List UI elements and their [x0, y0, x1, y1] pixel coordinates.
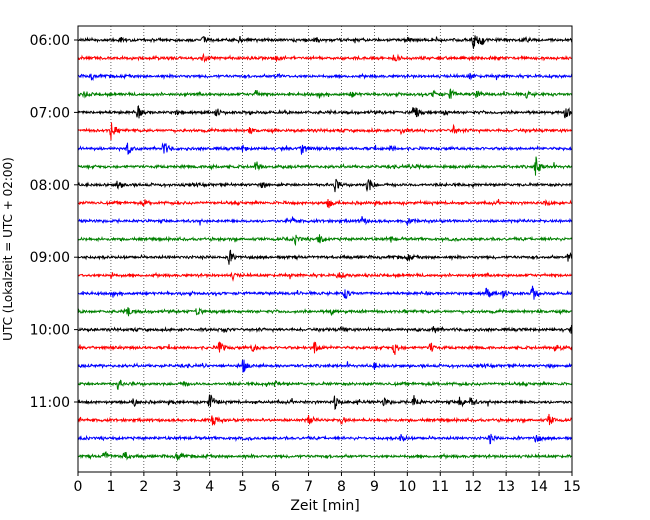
x-tick-label-2: 2: [139, 479, 148, 495]
y-axis: 06:00 07:00 08:00 09:00 10:00 11:00: [30, 33, 78, 411]
y-axis-label: UTC (Lokalzeit = UTC + 02:00): [1, 157, 15, 341]
trace-row-17: [77, 340, 573, 356]
y-tick-label-3: 09:00: [30, 250, 70, 266]
trace-row-5: [77, 122, 573, 141]
x-tick-label-15: 15: [563, 479, 581, 495]
trace-row-22: [77, 433, 573, 445]
trace-row-15: [77, 307, 573, 317]
x-tick-label-10: 10: [398, 479, 416, 495]
x-tick-label-7: 7: [304, 479, 313, 495]
trace-row-11: [77, 234, 573, 247]
trace-row-13: [77, 271, 573, 282]
y-tick-label-5: 11:00: [30, 395, 70, 411]
trace-row-7: [77, 156, 573, 176]
x-tick-label-8: 8: [337, 479, 346, 495]
x-axis: 0 1 2 3 4 5 6 7 8 9 10 11 12 13 14 15: [74, 472, 581, 495]
trace-row-23: [77, 451, 573, 461]
trace-row-9: [77, 198, 573, 209]
plot-background: [78, 26, 572, 472]
trace-row-0: [77, 35, 573, 49]
plot-frame: [77, 25, 573, 473]
x-tick-label-5: 5: [238, 479, 247, 495]
y-tick-label-2: 08:00: [30, 178, 70, 194]
x-tick-label-1: 1: [106, 479, 115, 495]
trace-row-6: [77, 142, 573, 155]
x-tick-label-3: 3: [172, 479, 181, 495]
y-tick-label-0: 06:00: [30, 33, 70, 49]
trace-row-1: [77, 52, 573, 64]
x-tick-label-6: 6: [271, 479, 280, 495]
trace-row-3: [77, 88, 573, 99]
traces-layer: [77, 35, 573, 461]
trace-row-14: [77, 285, 573, 300]
x-tick-label-4: 4: [205, 479, 214, 495]
x-tick-label-9: 9: [370, 479, 379, 495]
trace-row-12: [77, 249, 573, 265]
trace-row-20: [77, 394, 573, 411]
y-tick-label-4: 10:00: [30, 323, 70, 339]
x-tick-label-13: 13: [497, 479, 515, 495]
trace-row-2: [77, 72, 573, 82]
x-tick-label-0: 0: [74, 479, 83, 495]
vertical-gridlines: [110, 26, 540, 472]
trace-row-16: [77, 324, 573, 334]
x-tick-label-14: 14: [530, 479, 548, 495]
trace-row-21: [77, 413, 573, 426]
trace-row-4: [77, 105, 573, 119]
y-tick-label-1: 07:00: [30, 105, 70, 121]
x-tick-label-11: 11: [431, 479, 449, 495]
x-axis-label: Zeit [min]: [290, 498, 359, 514]
trace-row-10: [77, 215, 573, 227]
trace-row-18: [77, 359, 573, 373]
trace-row-19: [77, 379, 573, 390]
trace-row-8: [77, 178, 573, 193]
x-tick-label-12: 12: [464, 479, 482, 495]
